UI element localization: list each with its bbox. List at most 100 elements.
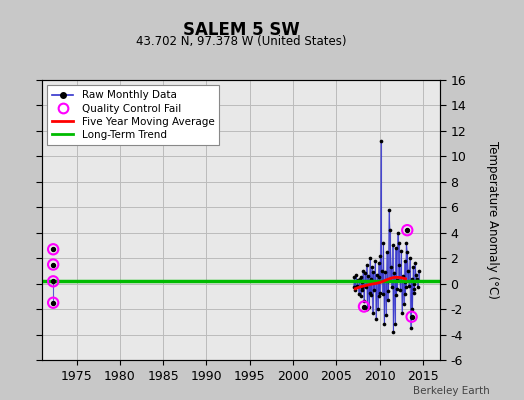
Point bbox=[391, 321, 399, 328]
Point bbox=[401, 284, 410, 291]
Text: SALEM 5 SW: SALEM 5 SW bbox=[183, 21, 299, 39]
Point bbox=[407, 314, 416, 320]
Point bbox=[403, 227, 411, 233]
Point bbox=[381, 269, 389, 275]
Point bbox=[367, 292, 375, 298]
Point bbox=[400, 301, 408, 307]
Point bbox=[383, 249, 391, 255]
Point bbox=[409, 264, 418, 270]
Legend: Raw Monthly Data, Quality Control Fail, Five Year Moving Average, Long-Term Tren: Raw Monthly Data, Quality Control Fail, … bbox=[47, 85, 220, 145]
Point bbox=[392, 286, 401, 292]
Point bbox=[368, 310, 377, 316]
Point bbox=[373, 272, 381, 278]
Point bbox=[363, 306, 372, 312]
Point bbox=[412, 275, 421, 282]
Point bbox=[374, 306, 382, 312]
Point bbox=[366, 289, 375, 296]
Point bbox=[411, 260, 419, 266]
Point bbox=[364, 273, 373, 279]
Point bbox=[350, 274, 358, 280]
Point bbox=[380, 321, 388, 328]
Point bbox=[394, 230, 402, 236]
Point bbox=[407, 275, 416, 282]
Point bbox=[397, 247, 406, 254]
Point bbox=[49, 261, 57, 268]
Point bbox=[384, 278, 392, 284]
Point bbox=[353, 283, 361, 289]
Point bbox=[398, 310, 406, 316]
Point bbox=[351, 287, 359, 293]
Point bbox=[358, 287, 366, 293]
Point bbox=[385, 207, 394, 213]
Point bbox=[387, 284, 396, 291]
Point bbox=[375, 289, 384, 296]
Point bbox=[388, 242, 397, 249]
Point bbox=[362, 284, 370, 291]
Point bbox=[375, 260, 383, 266]
Point bbox=[395, 240, 403, 246]
Point bbox=[399, 273, 407, 279]
Point bbox=[357, 284, 366, 291]
Point bbox=[354, 277, 362, 283]
Point bbox=[350, 284, 358, 291]
Point bbox=[367, 275, 375, 282]
Point bbox=[366, 255, 374, 261]
Y-axis label: Temperature Anomaly (°C): Temperature Anomaly (°C) bbox=[486, 141, 499, 299]
Point bbox=[375, 293, 384, 300]
Point bbox=[390, 270, 398, 277]
Point bbox=[49, 246, 57, 252]
Point bbox=[375, 274, 384, 280]
Point bbox=[400, 258, 409, 264]
Point bbox=[384, 297, 392, 303]
Point bbox=[401, 279, 410, 286]
Point bbox=[356, 293, 365, 300]
Point bbox=[360, 303, 368, 310]
Point bbox=[395, 261, 403, 268]
Point bbox=[404, 268, 412, 274]
Point bbox=[49, 300, 57, 306]
Point bbox=[410, 286, 418, 292]
Point bbox=[377, 268, 386, 274]
Point bbox=[410, 280, 418, 287]
Point bbox=[369, 269, 378, 275]
Point bbox=[355, 291, 363, 297]
Point bbox=[365, 303, 374, 310]
Point bbox=[396, 287, 405, 293]
Point bbox=[379, 240, 388, 246]
Point bbox=[386, 227, 394, 233]
Text: Berkeley Earth: Berkeley Earth bbox=[413, 386, 490, 396]
Point bbox=[392, 292, 401, 298]
Point bbox=[357, 274, 366, 280]
Point bbox=[49, 246, 57, 252]
Point bbox=[412, 272, 420, 278]
Point bbox=[361, 270, 369, 277]
Point bbox=[403, 227, 411, 233]
Text: 43.702 N, 97.378 W (United States): 43.702 N, 97.378 W (United States) bbox=[136, 36, 346, 48]
Point bbox=[49, 300, 57, 306]
Point bbox=[407, 325, 415, 331]
Point bbox=[360, 298, 368, 305]
Point bbox=[406, 255, 414, 261]
Point bbox=[402, 240, 411, 246]
Point bbox=[378, 291, 387, 297]
Point bbox=[377, 138, 385, 144]
Point bbox=[414, 268, 423, 274]
Point bbox=[360, 303, 368, 310]
Point bbox=[403, 249, 411, 255]
Point bbox=[367, 264, 376, 270]
Point bbox=[384, 288, 392, 294]
Point bbox=[358, 279, 366, 286]
Point bbox=[371, 258, 379, 264]
Point bbox=[359, 268, 367, 274]
Point bbox=[408, 306, 417, 312]
Point bbox=[410, 289, 418, 296]
Point bbox=[382, 312, 390, 319]
Point bbox=[389, 329, 398, 335]
Point bbox=[392, 245, 400, 251]
Point bbox=[49, 278, 57, 284]
Point bbox=[372, 316, 380, 322]
Point bbox=[387, 264, 395, 270]
Point bbox=[355, 275, 364, 282]
Point bbox=[376, 252, 385, 259]
Point bbox=[407, 314, 416, 320]
